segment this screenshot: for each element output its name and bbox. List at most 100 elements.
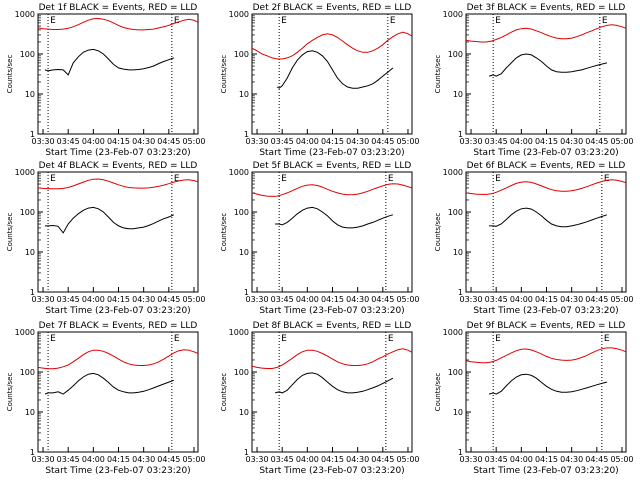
- series-events-line: [45, 206, 175, 234]
- x-axis-label: Start Time (23-Feb-07 03:23:20): [45, 466, 190, 476]
- x-tick-label: 03:30: [460, 137, 483, 146]
- x-axis-label: Start Time (23-Feb-07 03:23:20): [45, 148, 190, 158]
- series-lld-line: [37, 349, 199, 370]
- panel-title: Det 7f BLACK = Events, RED = LLD: [39, 321, 198, 331]
- x-tick-label: 04:15: [107, 455, 130, 464]
- y-tick-label: 10: [239, 248, 249, 257]
- series-events-line: [489, 207, 608, 228]
- marker-label: E: [50, 174, 56, 184]
- y-tick-label: 1: [30, 448, 35, 457]
- x-tick-label: 03:30: [32, 455, 55, 464]
- x-tick-label: 04:15: [107, 137, 130, 146]
- y-tick-label: 100: [20, 50, 35, 59]
- x-tick-label: 05:00: [182, 295, 205, 304]
- x-tick-label: 05:00: [610, 455, 633, 464]
- panel-title: Det 2f BLACK = Events, RED = LLD: [253, 3, 412, 13]
- y-tick-label: 1000: [15, 328, 35, 337]
- x-tick-label: 04:15: [107, 295, 130, 304]
- y-tick-label: 10: [453, 408, 463, 417]
- y-tick-label: 1: [458, 448, 463, 457]
- y-tick-label: 1000: [15, 168, 35, 177]
- y-tick-label: 1: [30, 130, 35, 139]
- y-tick-label: 10: [25, 248, 35, 257]
- x-tick-label: 04:30: [560, 137, 583, 146]
- x-tick-label: 04:30: [132, 295, 155, 304]
- x-axis-label: Start Time (23-Feb-07 03:23:20): [45, 306, 190, 316]
- panel-frame: [37, 171, 199, 293]
- y-tick-label: 1000: [443, 168, 463, 177]
- y-axis-label: Counts/sec: [434, 213, 442, 252]
- marker-label: E: [281, 174, 287, 184]
- y-tick-label: 1: [244, 288, 249, 297]
- marker-label: E: [50, 334, 56, 344]
- y-tick-label: 100: [448, 368, 463, 377]
- x-tick-label: 04:00: [296, 137, 319, 146]
- panel-frame: [251, 331, 413, 453]
- x-tick-label: 04:45: [585, 295, 608, 304]
- x-tick-label: 04:45: [585, 455, 608, 464]
- x-tick-label: 04:30: [346, 455, 369, 464]
- series-lld-line: [37, 17, 199, 31]
- panel-title: Det 3f BLACK = Events, RED = LLD: [467, 3, 626, 13]
- x-tick-label: 03:45: [485, 455, 508, 464]
- series-lld-line: [465, 347, 627, 364]
- panel-title: Det 5f BLACK = Events, RED = LLD: [253, 161, 412, 171]
- marker-label: E: [50, 16, 56, 26]
- panel-frame: [37, 13, 199, 135]
- series-lld-line: [251, 183, 413, 197]
- x-tick-label: 04:30: [560, 455, 583, 464]
- y-tick-label: 100: [448, 208, 463, 217]
- x-tick-label: 04:30: [346, 137, 369, 146]
- marker-label: E: [174, 334, 180, 344]
- marker-label: E: [495, 174, 501, 184]
- marker-label: E: [281, 334, 287, 344]
- y-axis-label: Counts/sec: [6, 213, 14, 252]
- x-tick-label: 04:00: [296, 295, 319, 304]
- x-tick-label: 04:00: [296, 455, 319, 464]
- x-tick-label: 03:30: [460, 295, 483, 304]
- y-tick-label: 10: [25, 408, 35, 417]
- x-tick-label: 04:00: [82, 455, 105, 464]
- x-tick-label: 05:00: [610, 295, 633, 304]
- series-lld-line: [37, 178, 199, 190]
- x-tick-label: 04:45: [585, 137, 608, 146]
- panel-title: Det 1f BLACK = Events, RED = LLD: [39, 3, 198, 13]
- y-tick-label: 1000: [15, 10, 35, 19]
- x-tick-label: 04:00: [82, 137, 105, 146]
- x-axis-label: Start Time (23-Feb-07 03:23:20): [473, 466, 618, 476]
- x-tick-label: 03:30: [32, 137, 55, 146]
- y-tick-label: 1000: [229, 168, 249, 177]
- y-tick-label: 100: [234, 50, 249, 59]
- marker-label: E: [388, 334, 394, 344]
- y-axis-label: Counts/sec: [220, 213, 228, 252]
- x-tick-label: 04:00: [510, 455, 533, 464]
- x-axis-label: Start Time (23-Feb-07 03:23:20): [473, 306, 618, 316]
- series-lld-line: [251, 31, 413, 60]
- x-tick-label: 03:45: [271, 455, 294, 464]
- x-tick-label: 04:45: [371, 137, 394, 146]
- x-tick-label: 04:30: [132, 455, 155, 464]
- x-axis-label: Start Time (23-Feb-07 03:23:20): [259, 148, 404, 158]
- y-tick-label: 100: [448, 50, 463, 59]
- x-tick-label: 03:30: [460, 455, 483, 464]
- y-axis-label: Counts/sec: [434, 373, 442, 412]
- marker-label: E: [495, 16, 501, 26]
- x-tick-label: 03:45: [57, 137, 80, 146]
- x-tick-label: 03:45: [57, 455, 80, 464]
- series-lld-line: [251, 348, 413, 369]
- x-tick-label: 05:00: [610, 137, 633, 146]
- x-tick-label: 04:45: [371, 295, 394, 304]
- x-tick-label: 05:00: [182, 137, 205, 146]
- panel-frame: [465, 171, 627, 293]
- x-tick-label: 04:00: [510, 137, 533, 146]
- panel-frame: [465, 13, 627, 135]
- x-tick-label: 03:45: [485, 295, 508, 304]
- x-tick-label: 04:15: [321, 455, 344, 464]
- x-tick-label: 04:15: [321, 137, 344, 146]
- x-tick-label: 05:00: [396, 295, 419, 304]
- series-events-line: [276, 50, 394, 89]
- x-tick-label: 04:15: [321, 295, 344, 304]
- y-axis-label: Counts/sec: [6, 55, 14, 94]
- y-tick-label: 100: [234, 208, 249, 217]
